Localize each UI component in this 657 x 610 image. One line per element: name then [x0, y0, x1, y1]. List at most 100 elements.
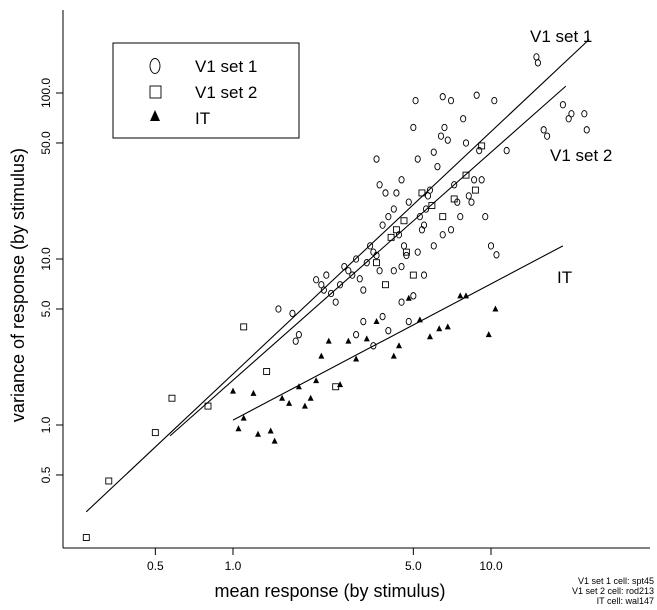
point-v1-set-1: [390, 267, 397, 275]
legend-label-v1-set-1: V1 set 1: [195, 57, 257, 76]
point-v1-set-1: [360, 317, 367, 326]
point-v1-set-1: [376, 267, 383, 275]
footnote-it-cell: IT cell: wal147: [597, 596, 654, 606]
point-v1-set-1: [540, 126, 547, 134]
point-it: [325, 337, 332, 344]
point-v1-set-2: [439, 213, 447, 221]
point-v1-set-1: [405, 198, 412, 206]
point-v1-set-2: [168, 394, 176, 402]
point-v1-set-1: [367, 242, 374, 250]
point-v1-set-1: [341, 262, 348, 271]
point-v1-set-1: [462, 139, 470, 147]
point-v1-set-2: [151, 429, 159, 437]
point-v1-set-1: [275, 305, 282, 313]
data-points: [82, 53, 590, 541]
point-v1-set-1: [581, 110, 588, 118]
point-v1-set-1: [328, 289, 335, 298]
point-v1-set-1: [447, 96, 455, 105]
point-it: [426, 333, 433, 340]
point-it: [405, 294, 412, 301]
point-it: [267, 427, 274, 434]
point-v1-set-1: [457, 212, 464, 221]
point-v1-set-2: [204, 402, 212, 410]
x-axis-ticks: 0.5 1.0 5.0 10.0: [147, 548, 503, 573]
x-tick-label: 10.0: [479, 559, 503, 573]
point-v1-set-1: [353, 331, 360, 339]
y-tick-label: 0.5: [39, 466, 53, 483]
point-v1-set-1: [439, 231, 446, 239]
legend-label-v1-set-2: V1 set 2: [195, 83, 257, 102]
y-tick-label: 1.0: [39, 416, 53, 433]
point-it: [295, 383, 302, 390]
legend-marker-open-circle: [149, 58, 161, 74]
point-v1-set-1: [468, 198, 475, 206]
point-it: [235, 425, 242, 432]
point-v1-set-1: [471, 176, 478, 184]
point-it: [345, 337, 352, 344]
point-v1-set-1: [398, 262, 405, 271]
point-it: [353, 355, 360, 362]
point-v1-set-1: [444, 136, 451, 144]
point-it: [416, 316, 423, 323]
point-v1-set-1: [313, 276, 320, 284]
y-tick-label: 100.0: [39, 78, 53, 108]
point-v1-set-2: [471, 186, 479, 194]
point-v1-set-1: [379, 221, 386, 229]
point-v1-set-1: [370, 342, 377, 350]
point-v1-set-1: [422, 205, 430, 213]
y-tick-label: 5.0: [39, 300, 53, 317]
point-it: [250, 389, 257, 396]
point-v1-set-1: [478, 176, 485, 184]
point-v1-set-1: [559, 101, 566, 109]
y-tick-label: 10.0: [39, 247, 53, 271]
point-v1-set-1: [353, 255, 360, 263]
point-it: [492, 305, 499, 312]
point-v1-set-1: [465, 192, 472, 200]
point-v1-set-1: [476, 146, 483, 155]
point-v1-set-2: [402, 248, 410, 256]
point-v1-set-1: [289, 309, 296, 318]
point-v1-set-1: [292, 337, 299, 345]
point-v1-set-1: [398, 298, 405, 306]
point-v1-set-1: [410, 123, 417, 132]
point-v1-set-1: [360, 286, 367, 294]
point-v1-set-1: [437, 132, 445, 140]
legend: V1 set 1 V1 set 2 IT: [112, 42, 300, 139]
point-v1-set-1: [426, 186, 434, 194]
point-it: [462, 292, 469, 299]
point-v1-set-1: [434, 163, 441, 171]
point-v1-set-1: [487, 242, 495, 250]
point-v1-set-1: [373, 251, 380, 260]
legend-label-it: IT: [195, 109, 210, 128]
point-v1-set-1: [398, 176, 405, 184]
point-v1-set-2: [428, 202, 436, 209]
point-v1-set-1: [441, 123, 448, 132]
point-v1-set-1: [416, 212, 423, 221]
legend-box: [112, 42, 300, 139]
point-it: [286, 399, 293, 406]
point-v1-set-1: [493, 251, 500, 259]
point-v1-set-1: [410, 292, 417, 300]
point-v1-set-1: [583, 126, 590, 134]
point-v1-set-1: [451, 181, 458, 189]
point-v1-set-1: [382, 189, 389, 197]
point-v1-set-1: [420, 221, 428, 229]
legend-marker-filled-triangle: [150, 110, 160, 121]
point-v1-set-1: [420, 271, 428, 279]
point-it: [363, 335, 370, 342]
point-v1-set-2: [400, 217, 408, 225]
point-it: [337, 381, 344, 388]
point-it: [436, 325, 443, 332]
point-it: [396, 342, 403, 349]
point-it: [271, 437, 278, 444]
point-v1-set-1: [332, 298, 339, 306]
fit-label-v1-set-1: V1 set 1: [530, 27, 592, 46]
fit-label-v1-set-2: V1 set 2: [550, 146, 612, 165]
fit-line-it: [232, 245, 564, 421]
point-it: [279, 394, 286, 401]
point-it: [444, 323, 451, 330]
point-v1-set-1: [323, 271, 330, 279]
point-v1-set-2: [382, 281, 389, 289]
point-v1-set-1: [295, 331, 302, 339]
